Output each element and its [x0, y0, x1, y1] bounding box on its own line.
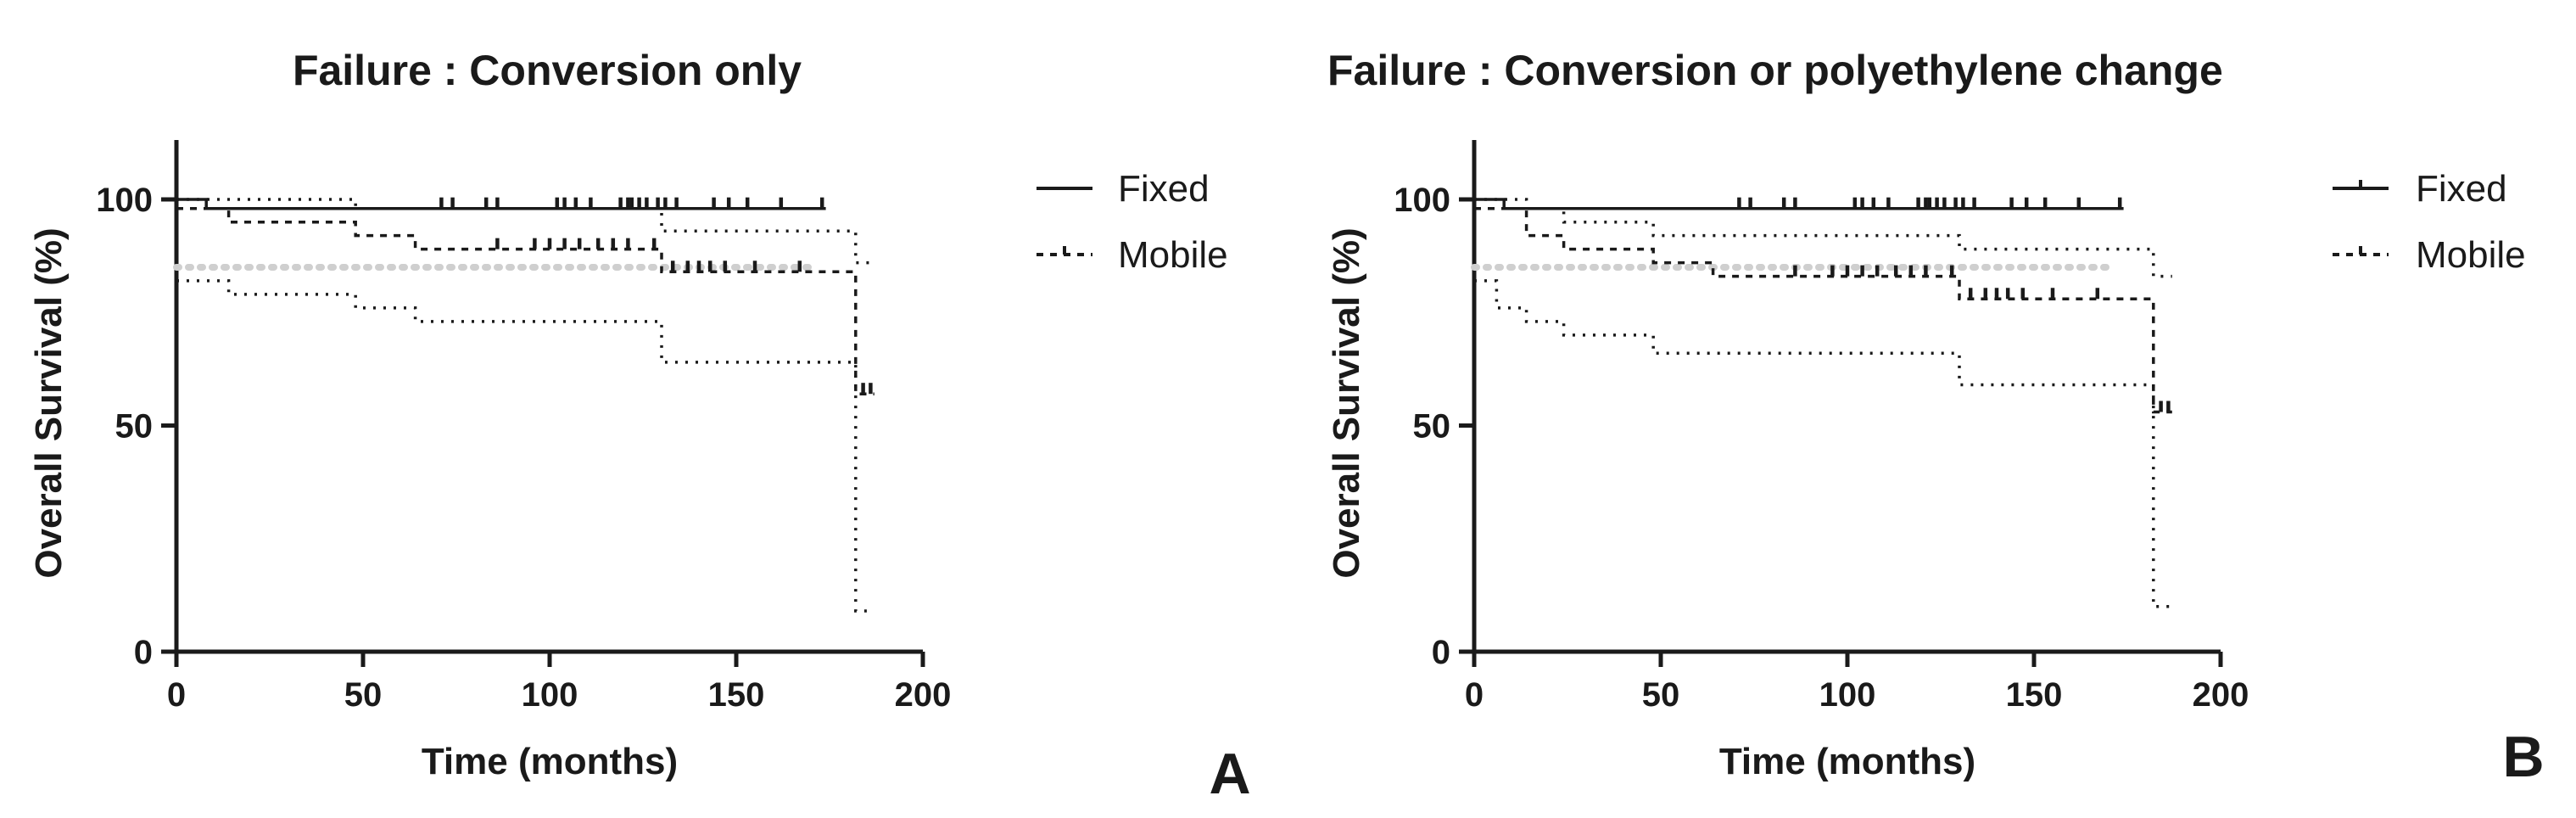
series-fixed: [1474, 197, 2124, 210]
x-axis-label: Time (months): [1719, 741, 1975, 782]
y-tick-label: 50: [115, 408, 154, 445]
y-tick-label: 0: [1432, 634, 1450, 671]
x-tick-label: 0: [1465, 676, 1484, 714]
survival-curve-fixed: [176, 198, 826, 210]
chart-title: Failure : Conversion only: [293, 47, 802, 94]
series-mobile: [1474, 198, 2172, 608]
panel-b: Failure : Conversion or polyethylene cha…: [1326, 47, 2545, 789]
x-tick-label: 50: [1642, 676, 1680, 714]
panel-letter: B: [2502, 725, 2544, 789]
y-tick-label: 100: [96, 182, 153, 219]
chart-title: Failure : Conversion or polyethylene cha…: [1327, 47, 2223, 94]
legend-label-fixed: Fixed: [1118, 168, 1210, 210]
legend: Fixed Mobile: [1037, 168, 1228, 276]
x-tick-label: 100: [522, 676, 578, 714]
ci-lower-mobile: [176, 279, 874, 613]
x-tick-label: 150: [2006, 676, 2063, 714]
y-tick-label: 100: [1394, 182, 1450, 219]
axes: 0 50 100 150 200 0 50 100: [96, 140, 951, 714]
x-tick-label: 0: [167, 676, 186, 714]
panel-letter: A: [1209, 742, 1250, 806]
x-axis-label: Time (months): [422, 741, 678, 782]
legend-label-mobile: Mobile: [2416, 234, 2526, 276]
x-tick-label: 150: [708, 676, 765, 714]
survival-curve-mobile: [176, 206, 874, 395]
legend: Fixed Mobile: [2333, 168, 2526, 276]
x-tick-label: 200: [895, 676, 952, 714]
y-axis-label: Overall Survival (%): [1326, 227, 1367, 578]
y-axis-label: Overall Survival (%): [28, 227, 70, 578]
ci-lower-mobile: [1474, 279, 2172, 608]
axes: 0 50 100 150 200 0 50 100: [1394, 140, 2249, 714]
series-fixed: [176, 197, 826, 210]
y-tick-label: 50: [1413, 408, 1451, 445]
survival-curve-mobile: [1474, 206, 2172, 414]
survival-curve-fixed: [1474, 198, 2124, 210]
y-tick-label: 0: [134, 634, 153, 671]
legend-label-fixed: Fixed: [2416, 168, 2507, 210]
x-tick-label: 200: [2193, 676, 2249, 714]
ci-upper-mobile: [1474, 198, 2172, 278]
x-tick-label: 100: [1819, 676, 1876, 714]
panel-a: Failure : Conversion only Overall Surviv…: [28, 47, 1251, 806]
series-mobile: [176, 198, 874, 613]
legend-label-mobile: Mobile: [1118, 234, 1228, 276]
x-tick-label: 50: [344, 676, 383, 714]
